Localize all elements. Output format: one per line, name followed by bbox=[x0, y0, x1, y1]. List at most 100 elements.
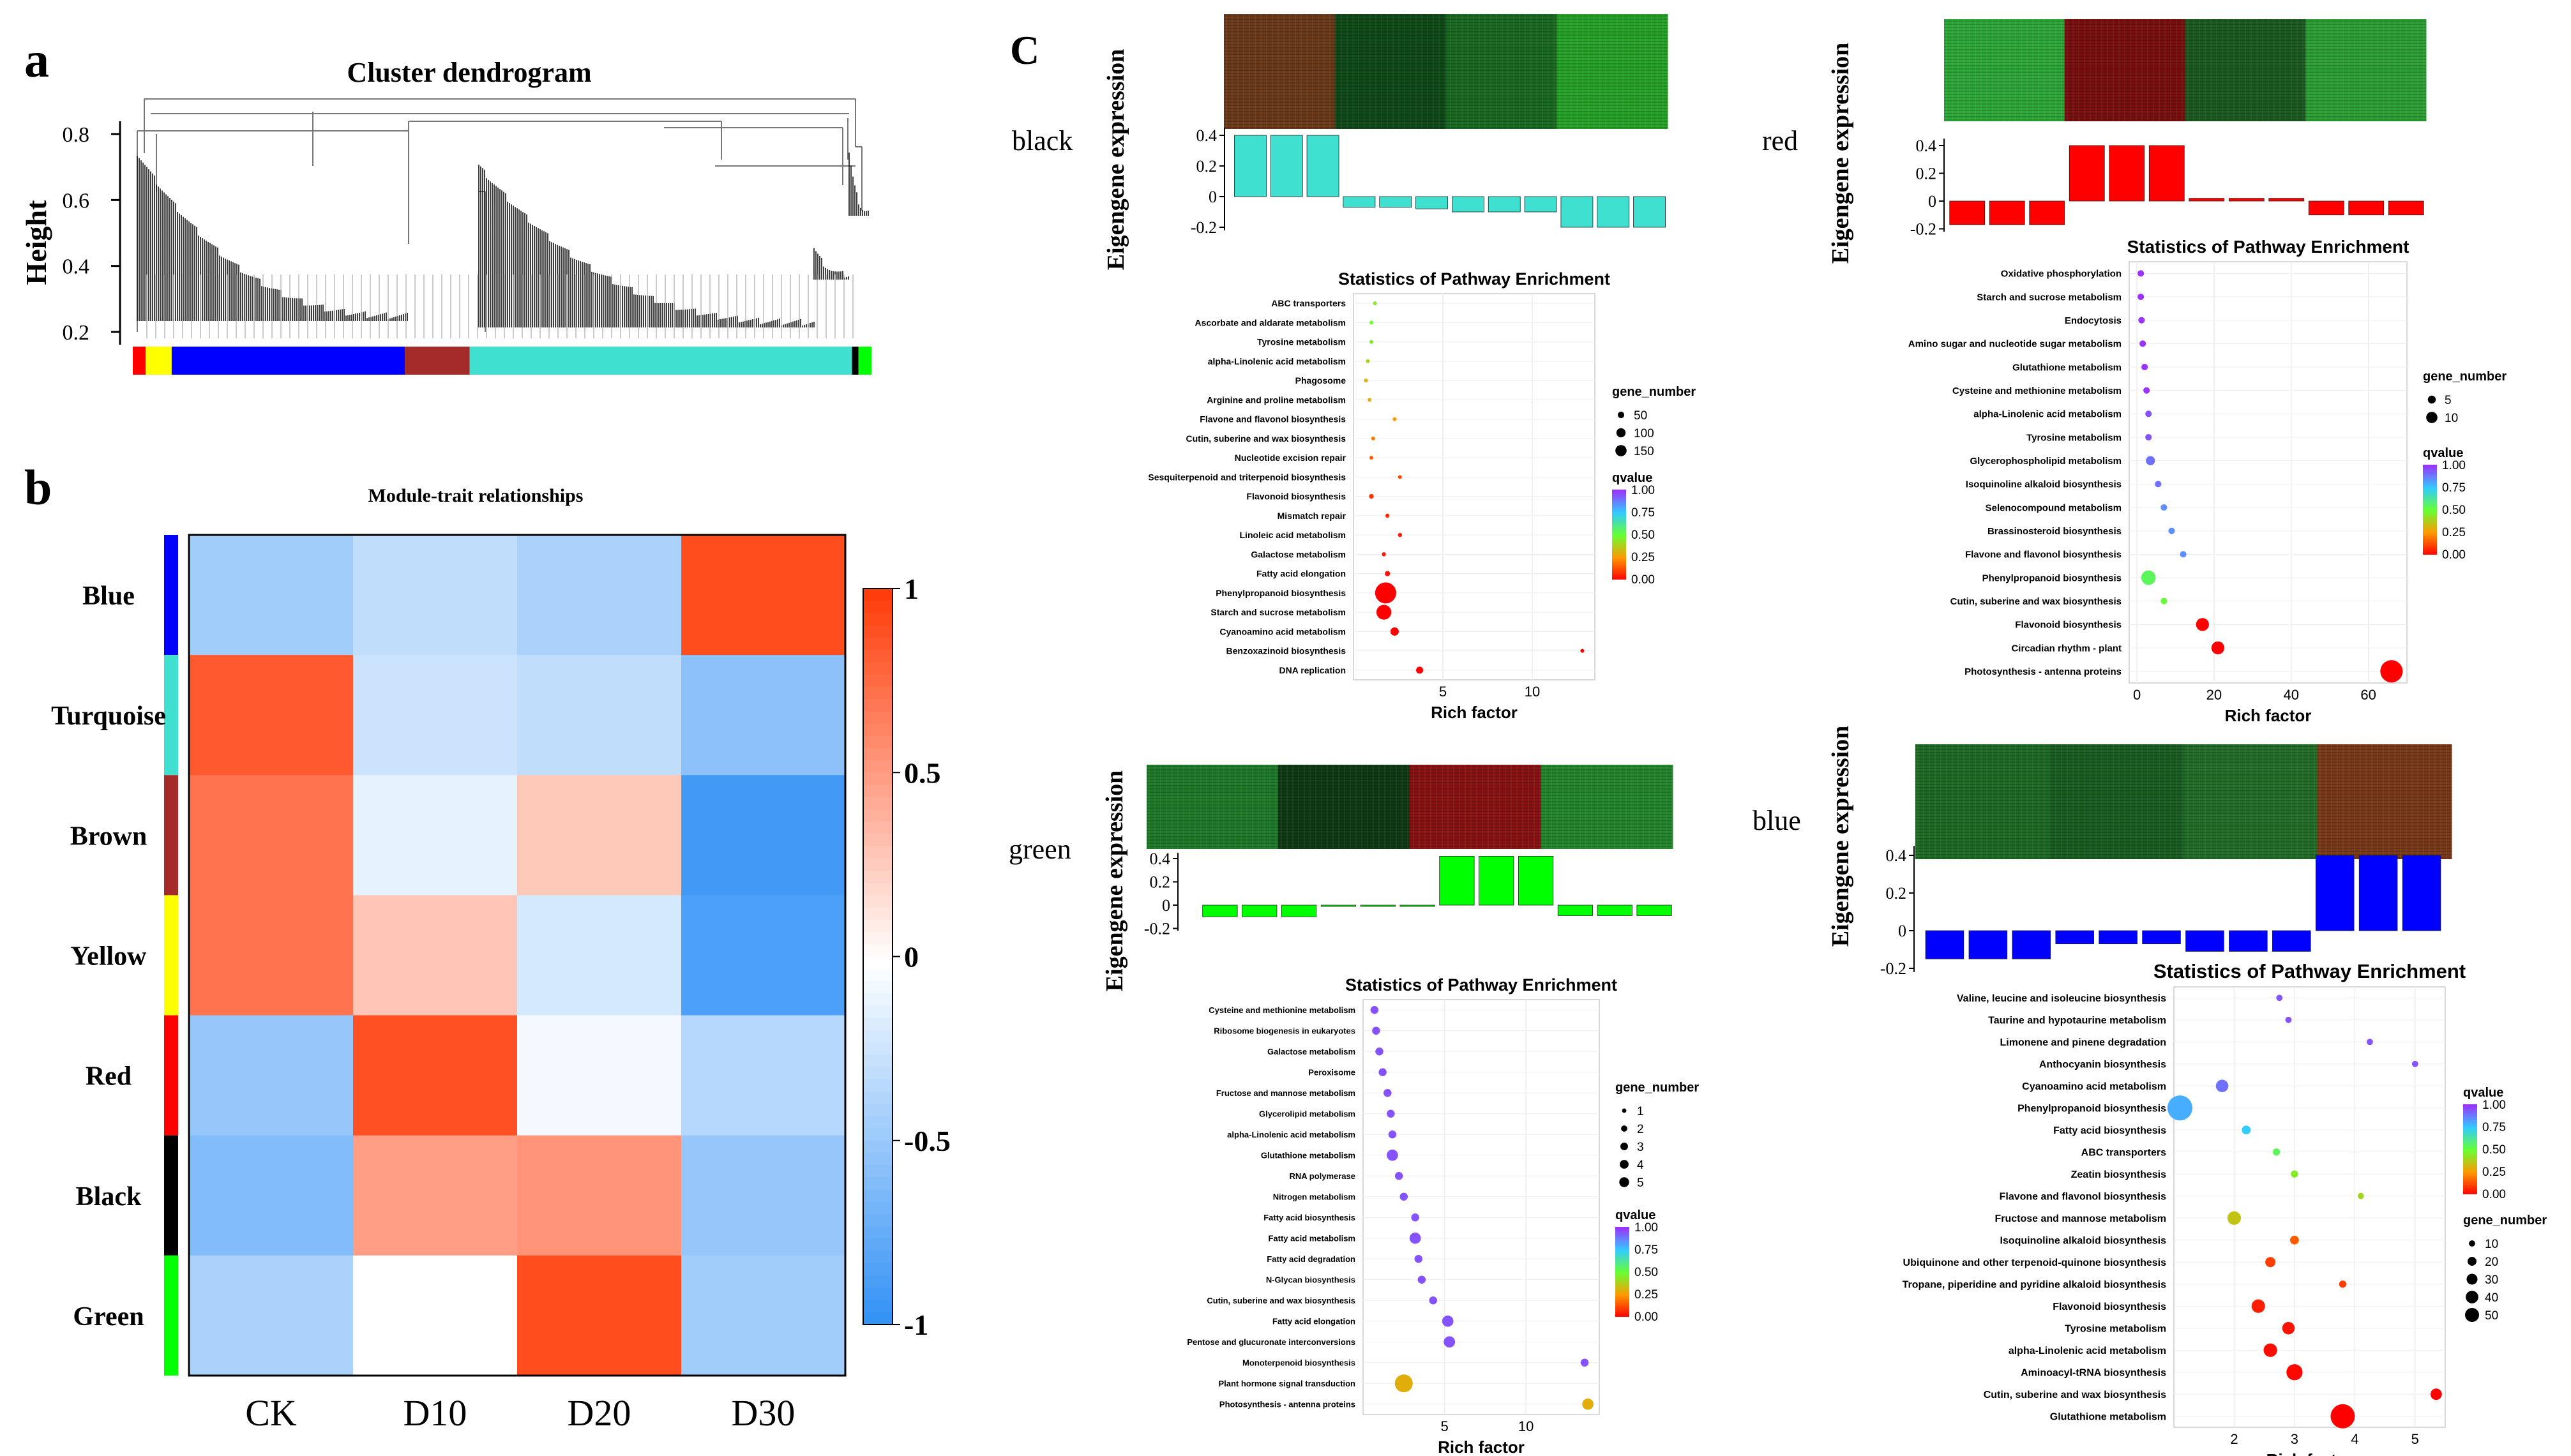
colorbar-step bbox=[863, 834, 893, 847]
row-label-blue: Blue bbox=[82, 582, 135, 611]
pathway-point bbox=[1366, 359, 1370, 363]
color-legend-step bbox=[1612, 534, 1626, 537]
color-legend-step bbox=[2423, 534, 2437, 537]
eigengene-bar bbox=[1633, 196, 1666, 228]
color-legend-label: 0.75 bbox=[2442, 481, 2466, 495]
pathway-label: RNA polymerase bbox=[1289, 1171, 1355, 1181]
color-legend-step bbox=[1615, 1227, 1629, 1230]
color-legend-step bbox=[1612, 570, 1626, 573]
panel-a: a Cluster dendrogram Height 0.2 0.4 0.6 0.8 bbox=[20, 32, 871, 375]
colorbar-step bbox=[863, 650, 893, 663]
x-tick-label: 40 bbox=[2284, 687, 2299, 703]
color-legend-step bbox=[1612, 554, 1626, 557]
pathway-point bbox=[1387, 1149, 1398, 1161]
heatmap-cell bbox=[681, 895, 846, 1016]
color-legend-step bbox=[1612, 536, 1626, 539]
color-legend-step bbox=[1612, 516, 1626, 520]
colorbar-step bbox=[863, 1226, 893, 1240]
module-bar-black bbox=[852, 347, 859, 375]
pathway-label: Fatty acid biosynthesis bbox=[2053, 1125, 2166, 1136]
pathway-label: Flavone and flavonol biosynthesis bbox=[1200, 414, 1346, 424]
pathway-point bbox=[1409, 1232, 1421, 1244]
eigen-tick-label: 0 bbox=[1209, 188, 1217, 206]
eigengene-bar bbox=[2402, 855, 2441, 931]
pathway-point bbox=[2139, 340, 2146, 347]
pathway-label: Flavonoid biosynthesis bbox=[2015, 620, 2122, 631]
color-legend-step bbox=[1615, 1307, 1629, 1310]
row-color-yellow bbox=[164, 895, 178, 1016]
color-legend-step bbox=[1612, 523, 1626, 526]
y-tick-label: 0.2 bbox=[63, 321, 90, 345]
pathway-label: Flavone and flavonol biosynthesis bbox=[1965, 550, 2122, 560]
color-legend-step bbox=[2463, 1142, 2477, 1145]
pathway-point bbox=[2180, 551, 2187, 558]
x-axis-label: Rich factor bbox=[1438, 1437, 1525, 1456]
expression-texture bbox=[1917, 744, 2447, 859]
color-legend-step bbox=[2463, 1124, 2477, 1127]
heatmap-cell bbox=[517, 775, 682, 896]
size-legend-label: 1 bbox=[1637, 1105, 1644, 1118]
color-legend-step bbox=[1615, 1247, 1629, 1250]
color-legend-step bbox=[1612, 492, 1626, 495]
pathway-label: Cysteine and methionine metabolism bbox=[1209, 1005, 1355, 1015]
heatmap-title: Module-trait relationships bbox=[368, 485, 584, 506]
pathway-point bbox=[2282, 1321, 2295, 1335]
module-bar-blue bbox=[171, 347, 405, 375]
colorbar-step bbox=[863, 772, 893, 786]
colorbar-step bbox=[863, 932, 893, 945]
pathway-point bbox=[2160, 597, 2168, 604]
colorbar-step bbox=[863, 1042, 893, 1056]
eigengene-bar bbox=[2228, 198, 2265, 202]
eigengene-bar bbox=[2388, 200, 2424, 216]
color-legend-step bbox=[1612, 503, 1626, 506]
color-legend-step bbox=[2463, 1185, 2477, 1188]
eigengene-bar bbox=[1242, 904, 1278, 917]
pathway-label: Fatty acid biosynthesis bbox=[1263, 1213, 1355, 1222]
module-panel-red: red Eigengene expression 0.4 0.2 0 -0.2 Statis… bbox=[1762, 19, 2507, 725]
eigengene-bar bbox=[1488, 196, 1521, 213]
expression-block bbox=[1278, 765, 1410, 849]
colorbar-step bbox=[863, 1300, 893, 1313]
size-legend-label: 4 bbox=[1637, 1159, 1644, 1172]
pathway-label: alpha-Linolenic acid metabolism bbox=[1208, 356, 1346, 366]
color-legend-label: 0.00 bbox=[1634, 1310, 1658, 1324]
color-legend-step bbox=[2463, 1173, 2477, 1176]
eigen-tick-label: 0.4 bbox=[1196, 126, 1218, 145]
heatmap-cell bbox=[353, 1135, 518, 1256]
pathway-label: Endocytosis bbox=[2065, 315, 2122, 326]
row-label-red: Red bbox=[86, 1062, 132, 1092]
row-label-black: Black bbox=[76, 1182, 142, 1212]
colorbar-step bbox=[863, 1140, 893, 1153]
color-legend-label: 0.75 bbox=[2482, 1121, 2506, 1134]
eigen-tick-label: 0.2 bbox=[1886, 884, 1907, 903]
eigengene-bar bbox=[2148, 145, 2185, 202]
pathway-label: Limonene and pinene degradation bbox=[2000, 1037, 2166, 1048]
row-color-brown bbox=[164, 775, 178, 896]
pathway-point bbox=[2145, 433, 2152, 441]
module-label: red bbox=[1762, 125, 1798, 156]
color-legend-step bbox=[1615, 1309, 1629, 1312]
color-legend-step bbox=[1612, 507, 1626, 511]
pathway-label: Nitrogen metabolism bbox=[1273, 1192, 1355, 1201]
color-legend-step bbox=[2463, 1176, 2477, 1179]
color-legend-step bbox=[1615, 1303, 1629, 1306]
color-legend-step bbox=[1615, 1238, 1629, 1241]
eigen-tick-label: 0.2 bbox=[1150, 873, 1171, 892]
color-legend-step bbox=[2423, 500, 2437, 504]
x-tick-label: 2 bbox=[2230, 1431, 2238, 1447]
eigengene-bar bbox=[1636, 904, 1672, 916]
size-legend-dot bbox=[1619, 1177, 1629, 1187]
row-color-black bbox=[164, 1135, 178, 1256]
plot-area bbox=[2173, 986, 2446, 1428]
colorbar-step bbox=[863, 870, 893, 884]
pathway-label: Cutin, suberine and wax biosynthesis bbox=[1186, 433, 1346, 444]
color-legend-step bbox=[2423, 492, 2437, 495]
size-legend-dot bbox=[2466, 1273, 2478, 1285]
pathway-label: Galactose metabolism bbox=[1251, 549, 1346, 559]
color-legend-step bbox=[2463, 1187, 2477, 1190]
pathway-label: Starch and sucrose metabolism bbox=[1210, 607, 1346, 617]
heatmap-cell bbox=[681, 775, 846, 896]
module-bar-red bbox=[133, 347, 146, 375]
pathway-point bbox=[1392, 417, 1397, 421]
